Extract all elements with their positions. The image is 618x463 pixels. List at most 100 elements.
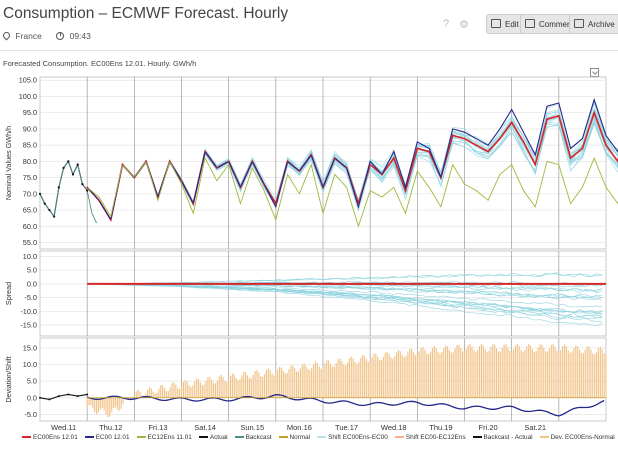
ec00ens-point	[475, 144, 478, 147]
series-line-ec12ens-11-01	[86, 156, 618, 228]
edit-icon	[491, 19, 501, 29]
x-tick-label: Fri.13	[148, 423, 167, 432]
y-axis-label: Nominal Values GWh/h	[4, 126, 13, 200]
ec00ens-point	[192, 202, 195, 205]
y-tick-label: 10.0	[23, 252, 37, 261]
y-tick-label: 95.0	[23, 108, 37, 117]
ec00ens-point	[215, 166, 218, 169]
archive-button[interactable]: Archive	[569, 14, 618, 34]
y-tick-label: -5.0	[24, 293, 37, 302]
legend-label: EC00 12.01	[95, 434, 130, 441]
legend-label: Dev. EC00Ens-Normal	[550, 434, 615, 441]
y-tick-label: 5.0	[27, 266, 37, 275]
ec00ens-point	[180, 179, 183, 182]
ec00ens-point	[157, 196, 159, 198]
ec00ens-point	[381, 173, 383, 176]
ec00ens-point	[145, 160, 148, 163]
legend-item[interactable]: EC12Ens 11.01	[136, 434, 192, 441]
ec00ens-point	[510, 121, 513, 124]
ec00ens-point	[440, 176, 442, 179]
legend-swatch	[234, 436, 244, 439]
ec00ens-point	[333, 157, 336, 160]
ec00ens-point	[569, 157, 572, 160]
ec00ens-point	[286, 160, 289, 163]
y-tick-label: -15.0	[20, 321, 37, 330]
ec00ens-point	[392, 157, 395, 160]
series-line-backcast-actual	[39, 393, 88, 400]
legend-item[interactable]: Shift EC00-EC12Ens	[394, 434, 466, 441]
legend-label: EC12Ens 11.01	[147, 434, 192, 441]
backcast-actual-point	[67, 393, 70, 396]
ec00ens-point	[557, 115, 560, 117]
y-tick-label: 60.0	[23, 222, 37, 231]
x-tick-label: Wed.18	[381, 423, 407, 432]
chart-panel-1: 105.0 100.0 95.0 90.0 85.0 80.0 75.0 70.0 65.0 60…	[4, 76, 618, 250]
ec00ens-point	[357, 202, 360, 205]
ec00ens-point	[298, 170, 301, 173]
legend-item[interactable]: Actual	[198, 434, 228, 441]
legend-item[interactable]: Backcast	[234, 434, 272, 441]
ec00ens-point	[86, 186, 89, 189]
download-icon[interactable]	[590, 68, 599, 77]
y-tick-label: 5.0	[27, 377, 37, 386]
ec00ens-point	[605, 144, 607, 147]
legend-item[interactable]: Backcast - Actual	[472, 434, 533, 441]
y-tick-label: 65.0	[23, 206, 37, 215]
ec00ens-point	[274, 202, 277, 205]
legend-swatch	[22, 436, 31, 439]
legend-item[interactable]: EC00 12.01	[84, 434, 130, 441]
gear-icon[interactable]: ⚙	[459, 19, 469, 31]
ec00ens-point	[416, 147, 419, 150]
legend-swatch	[539, 436, 549, 439]
legend-item[interactable]: EC00Ens 12.01	[22, 434, 78, 441]
actual-point	[81, 182, 84, 186]
ec00ens-point	[133, 176, 136, 179]
legend-label: EC00Ens 12.01	[33, 434, 78, 441]
legend-label: Normal	[289, 434, 311, 441]
y-tick-label: 70.0	[23, 189, 37, 198]
actual-point	[62, 166, 65, 169]
y-tick-label: 85.0	[23, 141, 37, 150]
ec00ens-point	[522, 141, 525, 143]
legend-label: Shift EC00Ens-EC00	[328, 434, 388, 441]
legend-item[interactable]: Normal	[278, 434, 311, 441]
actual-point	[67, 160, 70, 163]
ec00ens-point	[428, 150, 431, 153]
backcast-actual-point	[86, 393, 89, 396]
ec00ens-point	[498, 137, 501, 140]
legend-item[interactable]: Dev. EC00Ens-Normal	[539, 434, 615, 441]
deviation-bars	[86, 343, 607, 418]
y-axis-label: Deviation/Shift	[4, 356, 13, 402]
legend-item[interactable]: Shift EC00Ens-EC00	[317, 434, 388, 441]
y-tick-label: 15.0	[23, 343, 37, 352]
x-tick-label: Thu.19	[429, 423, 452, 432]
edit-button[interactable]: Edit	[486, 14, 525, 34]
actual-point	[57, 186, 60, 189]
ec00ens-point	[322, 186, 324, 189]
legend-swatch	[136, 436, 146, 439]
ec00ens-point	[463, 137, 466, 140]
spread-member-line	[87, 283, 603, 314]
question-icon[interactable]: ?	[443, 18, 450, 30]
legend-label: Backcast - Actual	[483, 434, 533, 441]
y-axis-label: Spread	[4, 282, 13, 305]
actual-point	[53, 215, 56, 218]
ec00ens-point	[369, 163, 372, 166]
legend-label: Shift EC00-EC12Ens	[405, 434, 466, 441]
backcast-actual-point	[39, 396, 41, 399]
y-tick-label: -5.0	[24, 410, 37, 419]
legend-label: Actual	[209, 434, 228, 441]
actual-point	[71, 173, 75, 176]
comment-button[interactable]: Comment	[520, 14, 580, 34]
ec00ens-point	[98, 199, 100, 202]
y-tick-label: 0.0	[27, 279, 37, 288]
actual-point	[86, 189, 89, 192]
page-title: Consumption – ECMWF Forecast. Hourly	[3, 5, 289, 22]
x-tick-label: Tue.17	[335, 423, 358, 432]
comment-icon	[525, 19, 535, 29]
legend-swatch	[278, 436, 288, 439]
header-divider	[0, 50, 618, 51]
clock-icon	[56, 31, 65, 40]
legend-swatch	[472, 436, 482, 439]
